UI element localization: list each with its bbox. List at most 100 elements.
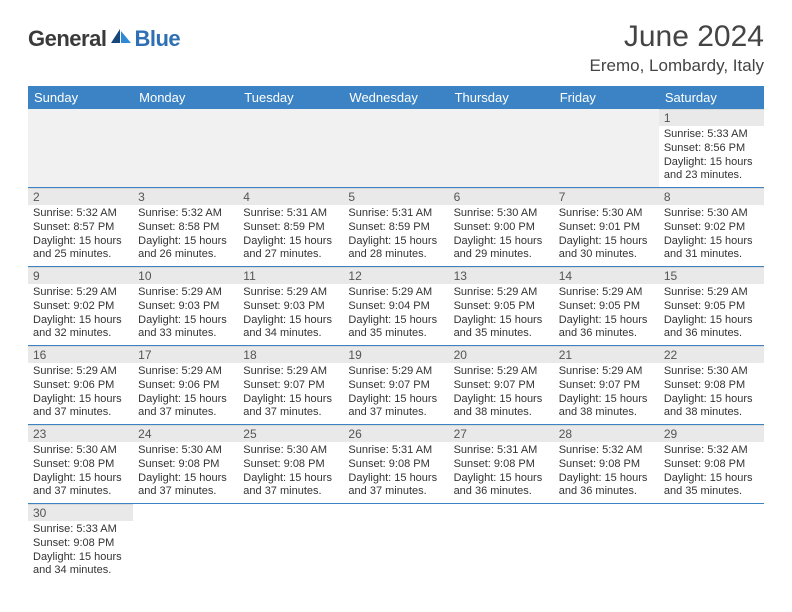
day-details: Sunrise: 5:30 AMSunset: 9:08 PMDaylight:… bbox=[659, 363, 764, 424]
calendar-cell: 9Sunrise: 5:29 AMSunset: 9:02 PMDaylight… bbox=[28, 267, 133, 346]
day-number: 13 bbox=[449, 267, 554, 284]
day-number: 11 bbox=[238, 267, 343, 284]
calendar-head: SundayMondayTuesdayWednesdayThursdayFrid… bbox=[28, 86, 764, 109]
calendar-cell: 27Sunrise: 5:31 AMSunset: 9:08 PMDayligh… bbox=[449, 425, 554, 504]
day-number: 21 bbox=[554, 346, 659, 363]
calendar-cell: 11Sunrise: 5:29 AMSunset: 9:03 PMDayligh… bbox=[238, 267, 343, 346]
calendar-cell: 29Sunrise: 5:32 AMSunset: 9:08 PMDayligh… bbox=[659, 425, 764, 504]
day-details: Sunrise: 5:32 AMSunset: 9:08 PMDaylight:… bbox=[659, 442, 764, 503]
weekday-header: Wednesday bbox=[343, 86, 448, 109]
calendar-cell bbox=[133, 109, 238, 188]
calendar-cell: 2Sunrise: 5:32 AMSunset: 8:57 PMDaylight… bbox=[28, 188, 133, 267]
month-title: June 2024 bbox=[590, 20, 764, 54]
calendar-cell: 22Sunrise: 5:30 AMSunset: 9:08 PMDayligh… bbox=[659, 346, 764, 425]
day-number: 28 bbox=[554, 425, 659, 442]
calendar-cell bbox=[343, 109, 448, 188]
logo-text-blue: Blue bbox=[134, 26, 180, 52]
weekday-header: Saturday bbox=[659, 86, 764, 109]
logo-text-general: General bbox=[28, 26, 106, 52]
day-details: Sunrise: 5:29 AMSunset: 9:03 PMDaylight:… bbox=[133, 284, 238, 345]
day-number: 2 bbox=[28, 188, 133, 205]
day-details: Sunrise: 5:30 AMSunset: 9:00 PMDaylight:… bbox=[449, 205, 554, 266]
calendar-cell bbox=[28, 109, 133, 188]
day-details: Sunrise: 5:30 AMSunset: 9:02 PMDaylight:… bbox=[659, 205, 764, 266]
day-number: 19 bbox=[343, 346, 448, 363]
calendar-table: SundayMondayTuesdayWednesdayThursdayFrid… bbox=[28, 86, 764, 582]
day-details: Sunrise: 5:29 AMSunset: 9:05 PMDaylight:… bbox=[554, 284, 659, 345]
day-number: 29 bbox=[659, 425, 764, 442]
calendar-cell: 7Sunrise: 5:30 AMSunset: 9:01 PMDaylight… bbox=[554, 188, 659, 267]
calendar-cell: 17Sunrise: 5:29 AMSunset: 9:06 PMDayligh… bbox=[133, 346, 238, 425]
day-number: 27 bbox=[449, 425, 554, 442]
logo-sail-icon bbox=[110, 28, 132, 49]
day-details: Sunrise: 5:29 AMSunset: 9:05 PMDaylight:… bbox=[449, 284, 554, 345]
calendar-cell: 30Sunrise: 5:33 AMSunset: 9:08 PMDayligh… bbox=[28, 504, 133, 583]
location-subtitle: Eremo, Lombardy, Italy bbox=[590, 56, 764, 76]
weekday-header: Tuesday bbox=[238, 86, 343, 109]
day-details: Sunrise: 5:32 AMSunset: 8:58 PMDaylight:… bbox=[133, 205, 238, 266]
calendar-cell: 18Sunrise: 5:29 AMSunset: 9:07 PMDayligh… bbox=[238, 346, 343, 425]
day-number: 5 bbox=[343, 188, 448, 205]
calendar-cell bbox=[133, 504, 238, 583]
calendar-cell: 28Sunrise: 5:32 AMSunset: 9:08 PMDayligh… bbox=[554, 425, 659, 504]
day-details: Sunrise: 5:32 AMSunset: 9:08 PMDaylight:… bbox=[554, 442, 659, 503]
weekday-header: Monday bbox=[133, 86, 238, 109]
calendar-cell: 10Sunrise: 5:29 AMSunset: 9:03 PMDayligh… bbox=[133, 267, 238, 346]
day-details: Sunrise: 5:30 AMSunset: 9:08 PMDaylight:… bbox=[238, 442, 343, 503]
day-number: 24 bbox=[133, 425, 238, 442]
weekday-header: Thursday bbox=[449, 86, 554, 109]
day-number: 12 bbox=[343, 267, 448, 284]
calendar-cell: 23Sunrise: 5:30 AMSunset: 9:08 PMDayligh… bbox=[28, 425, 133, 504]
day-details: Sunrise: 5:29 AMSunset: 9:03 PMDaylight:… bbox=[238, 284, 343, 345]
day-number: 8 bbox=[659, 188, 764, 205]
calendar-cell: 19Sunrise: 5:29 AMSunset: 9:07 PMDayligh… bbox=[343, 346, 448, 425]
day-number: 18 bbox=[238, 346, 343, 363]
brand-logo: General Blue bbox=[28, 26, 180, 52]
calendar-cell bbox=[554, 109, 659, 188]
day-number: 30 bbox=[28, 504, 133, 521]
day-number: 6 bbox=[449, 188, 554, 205]
calendar-cell: 8Sunrise: 5:30 AMSunset: 9:02 PMDaylight… bbox=[659, 188, 764, 267]
calendar-cell: 20Sunrise: 5:29 AMSunset: 9:07 PMDayligh… bbox=[449, 346, 554, 425]
day-details: Sunrise: 5:29 AMSunset: 9:07 PMDaylight:… bbox=[238, 363, 343, 424]
calendar-cell: 14Sunrise: 5:29 AMSunset: 9:05 PMDayligh… bbox=[554, 267, 659, 346]
calendar-cell bbox=[343, 504, 448, 583]
day-details: Sunrise: 5:33 AMSunset: 9:08 PMDaylight:… bbox=[28, 521, 133, 582]
calendar-cell: 15Sunrise: 5:29 AMSunset: 9:05 PMDayligh… bbox=[659, 267, 764, 346]
weekday-header: Sunday bbox=[28, 86, 133, 109]
day-number: 3 bbox=[133, 188, 238, 205]
calendar-body: 1Sunrise: 5:33 AMSunset: 8:56 PMDaylight… bbox=[28, 109, 764, 582]
calendar-cell: 25Sunrise: 5:30 AMSunset: 9:08 PMDayligh… bbox=[238, 425, 343, 504]
day-details: Sunrise: 5:29 AMSunset: 9:06 PMDaylight:… bbox=[133, 363, 238, 424]
calendar-cell bbox=[238, 504, 343, 583]
calendar-cell: 5Sunrise: 5:31 AMSunset: 8:59 PMDaylight… bbox=[343, 188, 448, 267]
day-number: 14 bbox=[554, 267, 659, 284]
calendar-cell: 1Sunrise: 5:33 AMSunset: 8:56 PMDaylight… bbox=[659, 109, 764, 188]
calendar-cell: 26Sunrise: 5:31 AMSunset: 9:08 PMDayligh… bbox=[343, 425, 448, 504]
day-number: 4 bbox=[238, 188, 343, 205]
day-details: Sunrise: 5:32 AMSunset: 8:57 PMDaylight:… bbox=[28, 205, 133, 266]
day-details: Sunrise: 5:29 AMSunset: 9:04 PMDaylight:… bbox=[343, 284, 448, 345]
calendar-cell: 24Sunrise: 5:30 AMSunset: 9:08 PMDayligh… bbox=[133, 425, 238, 504]
calendar-cell: 6Sunrise: 5:30 AMSunset: 9:00 PMDaylight… bbox=[449, 188, 554, 267]
day-details: Sunrise: 5:33 AMSunset: 8:56 PMDaylight:… bbox=[659, 126, 764, 187]
day-details: Sunrise: 5:29 AMSunset: 9:07 PMDaylight:… bbox=[554, 363, 659, 424]
day-number: 23 bbox=[28, 425, 133, 442]
day-number: 25 bbox=[238, 425, 343, 442]
day-details: Sunrise: 5:31 AMSunset: 8:59 PMDaylight:… bbox=[343, 205, 448, 266]
day-details: Sunrise: 5:29 AMSunset: 9:02 PMDaylight:… bbox=[28, 284, 133, 345]
day-details: Sunrise: 5:31 AMSunset: 9:08 PMDaylight:… bbox=[343, 442, 448, 503]
day-details: Sunrise: 5:30 AMSunset: 9:08 PMDaylight:… bbox=[133, 442, 238, 503]
day-details: Sunrise: 5:29 AMSunset: 9:07 PMDaylight:… bbox=[449, 363, 554, 424]
day-number: 26 bbox=[343, 425, 448, 442]
day-details: Sunrise: 5:29 AMSunset: 9:05 PMDaylight:… bbox=[659, 284, 764, 345]
day-number: 9 bbox=[28, 267, 133, 284]
day-details: Sunrise: 5:30 AMSunset: 9:08 PMDaylight:… bbox=[28, 442, 133, 503]
title-block: June 2024 Eremo, Lombardy, Italy bbox=[590, 20, 764, 76]
day-number: 16 bbox=[28, 346, 133, 363]
day-details: Sunrise: 5:30 AMSunset: 9:01 PMDaylight:… bbox=[554, 205, 659, 266]
calendar-cell bbox=[449, 504, 554, 583]
day-details: Sunrise: 5:31 AMSunset: 9:08 PMDaylight:… bbox=[449, 442, 554, 503]
calendar-cell: 4Sunrise: 5:31 AMSunset: 8:59 PMDaylight… bbox=[238, 188, 343, 267]
calendar-cell: 13Sunrise: 5:29 AMSunset: 9:05 PMDayligh… bbox=[449, 267, 554, 346]
